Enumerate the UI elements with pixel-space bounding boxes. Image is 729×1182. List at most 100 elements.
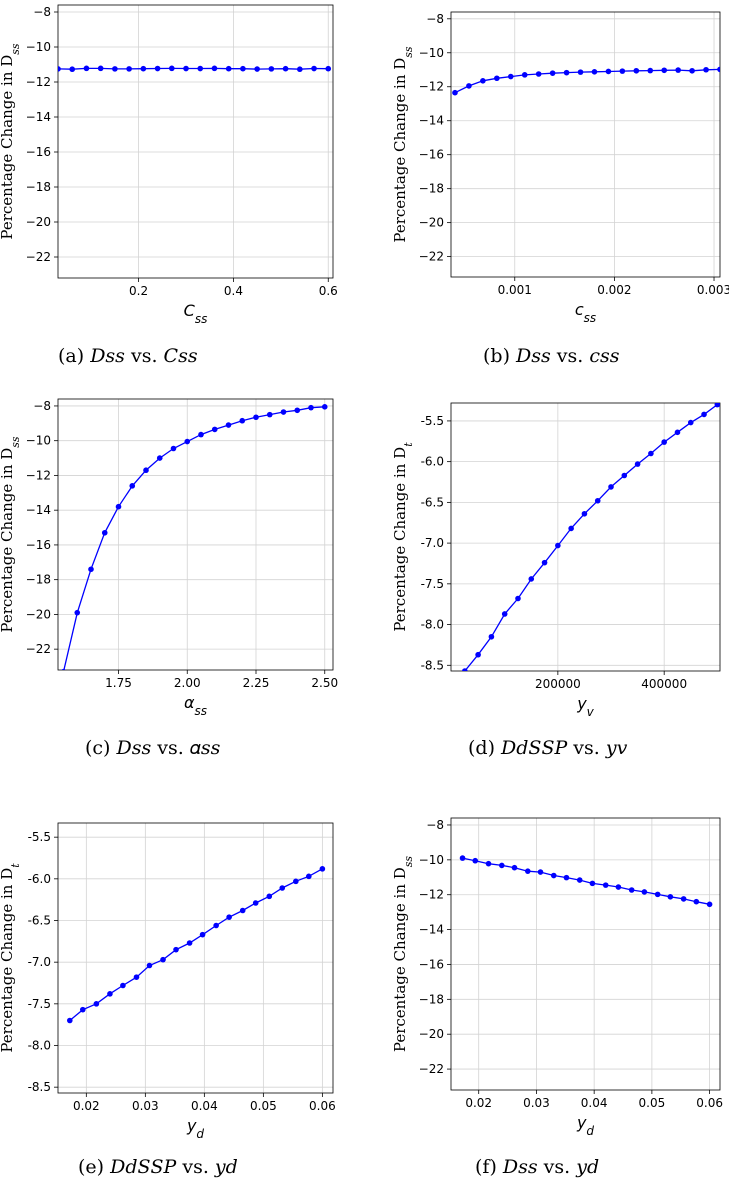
- y-tick-label: −20: [419, 216, 444, 230]
- y-axis-label: Percentage Change in Dss: [0, 43, 22, 240]
- data-point: [591, 68, 598, 75]
- data-point: [308, 404, 314, 411]
- y-tick-label: −16: [26, 145, 51, 159]
- data-point: [674, 429, 681, 436]
- data-point: [183, 65, 189, 72]
- x-tick-label: 0.4: [224, 284, 243, 298]
- data-point: [515, 595, 521, 602]
- data-point: [654, 891, 661, 898]
- data-point: [524, 868, 531, 874]
- data-point: [170, 445, 177, 452]
- y-axis-label: Percentage Change in Dt: [0, 863, 22, 1053]
- y-tick-label: −18: [419, 992, 444, 1006]
- data-point: [628, 887, 635, 893]
- chart-panel-c: 1.75 2.00 2.25 2.50 −8 −10 −12 −14 −16 −18 −20 −22 P…: [0, 398, 338, 759]
- data-point: [297, 66, 303, 73]
- data-point: [485, 860, 492, 867]
- series-line: [464, 404, 718, 671]
- data-point: [266, 893, 273, 900]
- data-point: [576, 877, 583, 883]
- data-point: [279, 885, 286, 891]
- data-point: [146, 962, 153, 969]
- y-tick-label: −14: [419, 114, 444, 128]
- panel-caption: (e) 𝐷𝑑𝑆𝑆𝑃 vs. 𝑦𝑑: [78, 1156, 238, 1178]
- x-tick-label: 1.75: [105, 676, 132, 690]
- x-axis-label-subscript: d: [586, 1124, 594, 1138]
- x-tick-label: 0.04: [191, 1099, 218, 1113]
- y-tick-label: −16: [419, 957, 444, 971]
- data-point: [67, 1017, 73, 1024]
- data-point: [101, 529, 108, 536]
- x-axis-label: yd: [576, 1113, 594, 1138]
- data-point: [511, 864, 518, 871]
- x-axis-label: yd: [186, 1116, 204, 1141]
- data-point: [589, 880, 596, 887]
- data-point: [211, 426, 218, 433]
- y-tick-label: −18: [26, 573, 51, 587]
- data-point: [239, 907, 246, 914]
- y-tick-label: -7.0: [421, 536, 444, 550]
- y-tick-label: −18: [26, 180, 51, 194]
- y-axis-label-subscript: t: [9, 863, 22, 868]
- y-tick-label: -6.0: [28, 872, 51, 886]
- data-point: [311, 65, 317, 72]
- y-tick-label: −14: [419, 923, 444, 937]
- data-point: [703, 66, 709, 73]
- y-tick-label: −10: [419, 46, 444, 60]
- data-point: [577, 69, 584, 75]
- y-axis-label: Percentage Change in Dss: [391, 46, 415, 243]
- data-point: [198, 431, 204, 438]
- data-point: [120, 982, 126, 989]
- chart-panel-d: 200000 400000 -5.5 -6.0 -6.5 -7.0 -7.5 -8.0 -8.5…: [391, 402, 721, 759]
- y-tick-label: -8.5: [421, 658, 444, 672]
- data-point: [168, 65, 175, 72]
- x-tick-label: 0.02: [465, 1096, 492, 1110]
- panel-caption: (c) 𝐷𝑠𝑠 vs. 𝛼𝑠𝑠: [85, 737, 221, 759]
- series-group: [452, 66, 720, 96]
- data-point: [225, 65, 232, 72]
- data-point: [197, 65, 204, 72]
- data-point: [88, 566, 94, 573]
- y-axis-label-subscript: ss: [9, 43, 22, 55]
- y-tick-label: −14: [26, 503, 51, 517]
- plot-frame: [450, 11, 721, 278]
- panel-caption: (b) 𝐷𝑠𝑠 vs. 𝑐𝑠𝑠: [483, 345, 620, 367]
- x-axis-label-subscript: ss: [195, 704, 208, 718]
- y-tick-label: −8: [33, 399, 51, 413]
- y-axis-label: Percentage Change in Dss: [391, 856, 415, 1053]
- data-point: [69, 66, 76, 73]
- plot-frame: [450, 402, 721, 672]
- x-axis-label-subscript: ss: [195, 312, 208, 326]
- y-tick-label: -5.5: [28, 830, 51, 844]
- y-tick-label: -8.0: [28, 1039, 51, 1053]
- data-point: [199, 931, 206, 938]
- data-point: [213, 922, 219, 929]
- data-point: [641, 889, 648, 895]
- data-point: [240, 65, 246, 72]
- data-point: [112, 66, 118, 72]
- data-point: [605, 68, 612, 75]
- chart-panel-a: 0.2 0.4 0.6 −8 −10 −12 −14 −16 −18 −20 −22 Percenta…: [0, 4, 338, 367]
- data-point: [480, 77, 486, 84]
- data-point: [319, 866, 326, 872]
- data-point: [675, 67, 681, 73]
- y-tick-label: −12: [419, 80, 444, 94]
- data-point: [521, 72, 528, 78]
- chart-panel-f: 0.02 0.03 0.04 0.05 0.06 −8 −10 −12 −14 −16 −18 −20…: [391, 817, 723, 1178]
- data-point: [648, 450, 654, 457]
- data-point: [211, 65, 218, 72]
- data-point: [706, 901, 713, 908]
- data-point: [541, 559, 548, 566]
- y-tick-label: −20: [26, 607, 51, 621]
- y-axis-label-subscript: ss: [9, 436, 22, 448]
- series-group: [67, 866, 326, 1024]
- x-axis-label: αss: [184, 693, 207, 718]
- data-point: [680, 896, 687, 902]
- data-point: [689, 67, 695, 74]
- data-point: [615, 884, 622, 890]
- data-point: [472, 857, 479, 864]
- data-point: [74, 609, 81, 616]
- data-point: [173, 946, 179, 953]
- data-point: [528, 576, 535, 582]
